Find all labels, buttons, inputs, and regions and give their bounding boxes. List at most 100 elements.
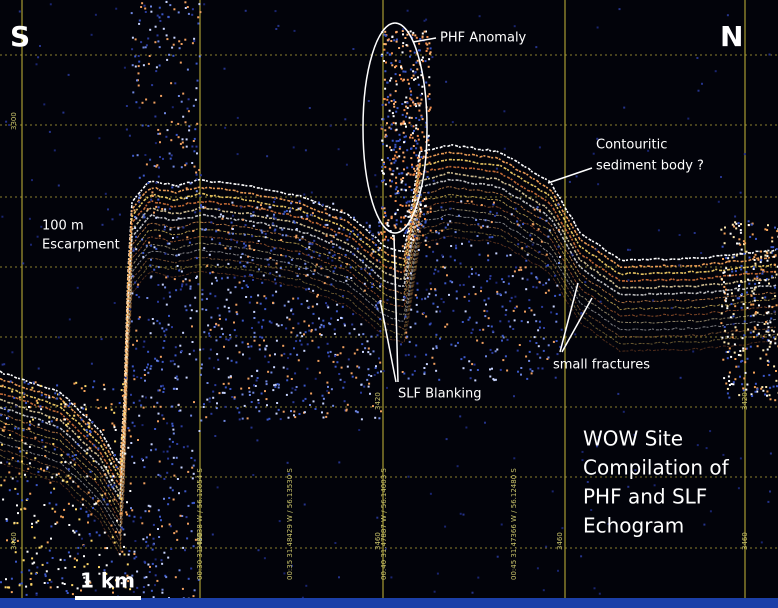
speckle [104,532,106,534]
speckle [224,127,226,129]
speckle [736,255,738,257]
speckle [404,297,406,299]
speckle [50,492,52,494]
speckle [150,365,152,367]
speckle [360,268,362,270]
speckle [727,388,729,390]
speckle [403,141,405,143]
speckle [428,144,430,146]
speckle [258,268,260,270]
speckle [214,295,216,297]
speckle [50,581,52,583]
speckle [139,20,141,22]
speckle [455,345,457,347]
speckle [144,8,146,10]
speckle [27,551,29,553]
speckle [738,394,740,396]
speckle [334,254,336,256]
speckle [405,116,407,118]
speckle [139,177,141,179]
speckle [134,282,136,284]
speckle [514,307,516,309]
speckle [153,596,155,598]
speckle [391,180,393,182]
speckle [751,224,753,226]
speckle [228,383,230,385]
speckle [290,410,292,412]
speckle [30,583,32,585]
speckle [90,514,92,516]
speckle [293,347,295,349]
speckle [700,252,702,254]
speckle [74,566,76,568]
speckle [39,405,41,407]
speckle [203,331,205,333]
speckle [325,416,327,418]
speckle [31,557,33,559]
speckle [47,582,49,584]
speckle [503,110,505,112]
speckle [773,331,775,333]
speckle [160,385,162,387]
speckle [131,456,133,458]
speckle [423,213,425,215]
speckle [697,444,699,446]
speckle [256,380,258,382]
speckle [408,205,410,207]
speckle [243,243,245,245]
speckle [187,523,189,525]
speckle [260,230,262,232]
speckle [394,155,396,157]
speckle [189,280,191,282]
speckle [403,156,405,158]
speckle [258,410,260,412]
speckle [215,323,217,325]
speckle [721,278,723,280]
speckle [435,334,437,336]
speckle [68,551,70,553]
speckle [292,401,294,403]
speckle [395,160,397,162]
speckle [253,317,255,319]
speckle [760,269,762,271]
speckle [327,257,329,259]
speckle [157,40,159,42]
speckle [16,504,18,506]
speckle [17,512,19,514]
speckle [182,227,184,229]
speckle [724,233,726,235]
speckle [68,468,70,470]
speckle [497,556,499,558]
speckle [402,114,404,116]
speckle [21,499,23,501]
speckle [390,77,392,79]
speckle [380,371,382,373]
speckle [279,275,281,277]
speckle [468,241,470,243]
speckle [170,548,172,550]
speckle [470,245,472,247]
speckle [242,418,244,420]
speckle [182,547,184,549]
speckle [405,126,407,128]
speckle [261,393,263,395]
speckle [732,257,734,259]
speckle [166,38,168,40]
speckle [369,230,371,232]
speckle [360,392,362,394]
speckle [773,386,775,388]
speckle [143,341,145,343]
speckle [227,289,229,291]
speckle [313,313,315,315]
speckle [306,214,308,216]
speckle [770,341,772,343]
speckle [487,255,489,257]
speckle [112,536,114,538]
speckle [401,172,403,174]
caption-line: Compilation of [583,456,730,480]
speckle [94,478,96,480]
speckle [28,406,30,408]
speckle [176,443,178,445]
speckle [173,166,175,168]
speckle [296,354,298,356]
